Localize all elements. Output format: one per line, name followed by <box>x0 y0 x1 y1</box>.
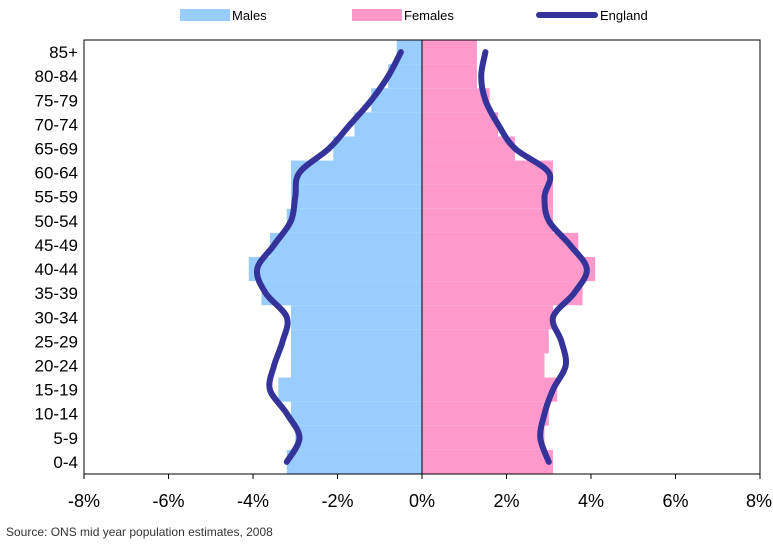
bar-males-25-29 <box>291 329 422 354</box>
x-tick-label: 0% <box>409 491 435 511</box>
y-tick-label-15-19: 15-19 <box>35 381 78 400</box>
y-tick-label-0-4: 0-4 <box>53 453 78 472</box>
y-tick-label-65-69: 65-69 <box>35 140 78 159</box>
x-tick-label: 8% <box>746 491 772 511</box>
chart-legend: Males Females England <box>0 4 773 26</box>
y-tick-label-20-24: 20-24 <box>35 357 78 376</box>
y-axis-labels: 0-4 5-9 10-14 15-19 20-24 25-29 30-34 35-39 40-4… <box>35 43 79 472</box>
bar-females-30-34 <box>422 305 553 330</box>
x-tick-label: -6% <box>152 491 184 511</box>
x-tick-label: -4% <box>237 491 269 511</box>
y-tick-label-35-39: 35-39 <box>35 284 78 303</box>
bar-layer <box>248 40 596 474</box>
y-tick-label-30-34: 30-34 <box>35 308 78 327</box>
bar-females-25-29 <box>422 329 549 354</box>
y-tick-label-40-44: 40-44 <box>35 260 78 279</box>
bar-females-35-39 <box>422 281 583 306</box>
legend-label-england: England <box>600 7 648 23</box>
legend-label-females: Females <box>404 7 454 23</box>
bar-females-60-64 <box>422 160 553 185</box>
legend-swatch-females <box>352 9 402 21</box>
x-tick-label: 4% <box>578 491 604 511</box>
x-tick-label: 2% <box>493 491 519 511</box>
y-tick-label-60-64: 60-64 <box>35 164 78 183</box>
bar-males-5-9 <box>295 425 422 450</box>
y-tick-label-75-79: 75-79 <box>35 91 78 110</box>
legend-swatch-males <box>180 9 230 21</box>
bar-females-80-84 <box>422 64 477 89</box>
y-tick-label-5-9: 5-9 <box>53 429 78 448</box>
bar-males-30-34 <box>291 305 422 330</box>
bar-females-50-54 <box>422 208 553 233</box>
bar-females-75-79 <box>422 88 490 113</box>
legend-swatch-england <box>536 12 598 18</box>
y-tick-label-70-74: 70-74 <box>35 115 78 134</box>
y-tick-label-85+: 85+ <box>49 43 78 62</box>
bar-females-0-4 <box>422 449 553 474</box>
bar-females-20-24 <box>422 353 545 378</box>
bar-males-40-44 <box>248 257 422 282</box>
legend-label-males: Males <box>232 7 267 23</box>
bar-males-65-69 <box>333 136 422 161</box>
y-tick-label-55-59: 55-59 <box>35 188 78 207</box>
england-line-females <box>478 49 590 465</box>
y-tick-label-80-84: 80-84 <box>35 67 78 86</box>
bar-males-15-19 <box>278 377 422 402</box>
bar-males-10-14 <box>291 401 422 426</box>
source-note: Source: ONS mid year population estimate… <box>6 525 273 539</box>
england-line-males <box>253 49 404 465</box>
line-layer <box>253 49 590 465</box>
legend-item-males: Males <box>180 4 267 26</box>
bar-males-35-39 <box>261 281 422 306</box>
x-tick-label: -2% <box>321 491 353 511</box>
y-tick-label-50-54: 50-54 <box>35 212 78 231</box>
x-axis-labels: -8% -6% -4% -2% 0% 2% 4% 6% 8% <box>68 474 772 511</box>
y-tick-label-10-14: 10-14 <box>35 405 78 424</box>
bar-females-45-49 <box>422 232 579 257</box>
y-tick-label-25-29: 25-29 <box>35 332 78 351</box>
y-tick-label-45-49: 45-49 <box>35 236 78 255</box>
legend-item-females: Females <box>352 4 454 26</box>
legend-item-england: England <box>536 4 648 26</box>
bar-females-40-44 <box>422 257 596 282</box>
bar-females-85+ <box>422 40 477 65</box>
bar-females-55-59 <box>422 184 553 209</box>
bar-males-60-64 <box>291 160 422 185</box>
bar-males-0-4 <box>286 449 422 474</box>
bar-males-70-74 <box>354 112 422 137</box>
bar-males-20-24 <box>291 353 422 378</box>
x-tick-label: -8% <box>68 491 100 511</box>
bar-females-65-69 <box>422 136 515 161</box>
bar-males-55-59 <box>291 184 422 209</box>
bar-males-45-49 <box>269 232 422 257</box>
bar-females-5-9 <box>422 425 545 450</box>
x-tick-label: 6% <box>662 491 688 511</box>
bar-females-70-74 <box>422 112 499 137</box>
bar-males-50-54 <box>286 208 422 233</box>
bar-females-15-19 <box>422 377 558 402</box>
bar-females-10-14 <box>422 401 549 426</box>
